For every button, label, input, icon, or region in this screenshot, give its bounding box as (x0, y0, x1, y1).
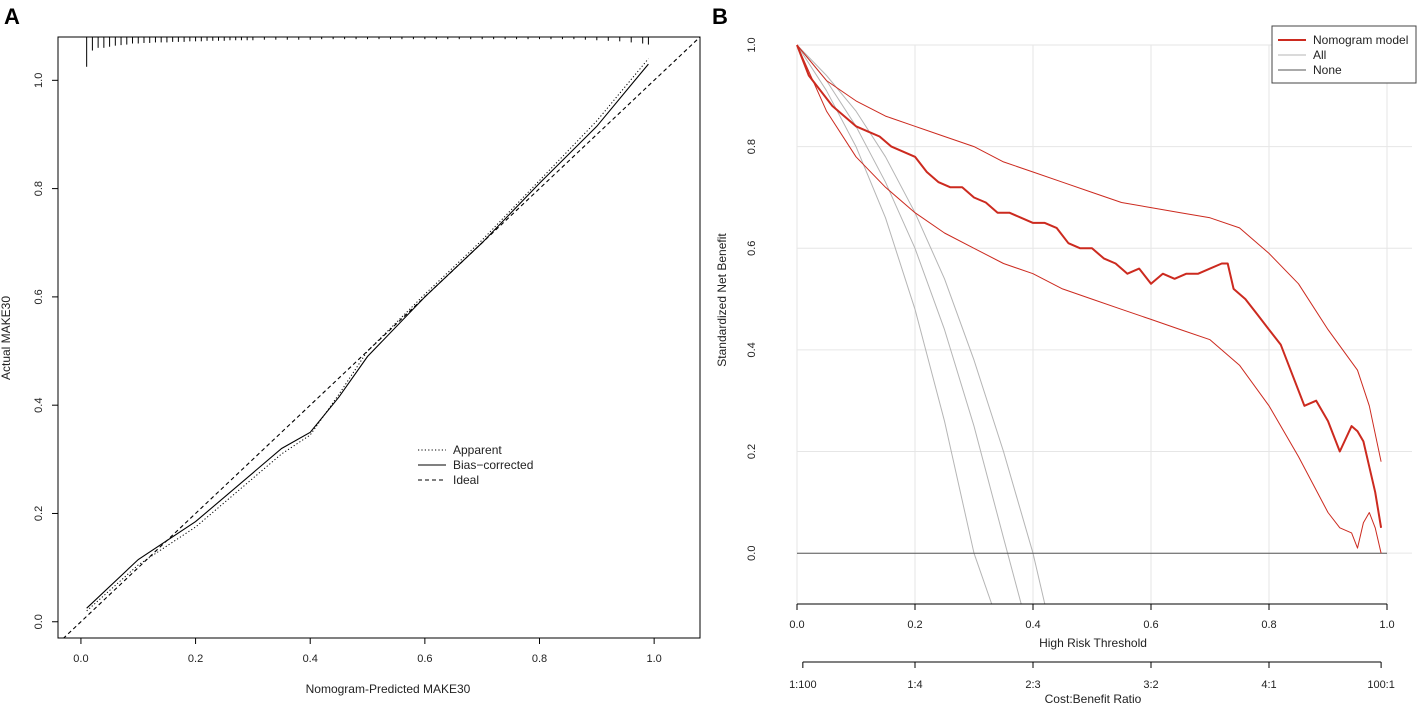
legend-label: Bias−corrected (453, 458, 533, 472)
y-tick-label: 0.4 (33, 398, 45, 413)
y-tick-label: 0.0 (33, 614, 45, 629)
x-tick-label: 0.8 (1261, 619, 1276, 631)
y-tick-label: 0.4 (746, 342, 758, 357)
grid (796, 44, 1412, 604)
series-line-ideal (62, 37, 700, 638)
secondary-x-tick-label: 2:3 (1025, 679, 1040, 691)
x-axis-title: Nomogram-Predicted MAKE30 (306, 682, 471, 696)
y-tick-label: 0.2 (746, 444, 758, 459)
x-tick-label: 0.6 (1143, 619, 1158, 631)
secondary-x-axis: 1:100 1:4 2:3 3:2 4:1 100:1 (789, 661, 1395, 691)
secondary-x-axis-title: Cost:Benefit Ratio (1045, 692, 1142, 704)
legend-label: All (1313, 48, 1326, 62)
y-tick-label: 0.6 (33, 289, 45, 304)
y-axis-title: Actual MAKE30 (0, 296, 13, 380)
secondary-x-tick-label: 100:1 (1367, 679, 1395, 691)
series-line-all (796, 44, 993, 604)
x-tick-label: 0.8 (532, 653, 547, 665)
secondary-x-tick-label: 1:100 (789, 679, 817, 691)
series-line-nomogram-model (796, 44, 1383, 528)
y-axis: 0.0 0.2 0.4 0.6 0.8 1.0 (746, 37, 758, 560)
plot-frame (57, 36, 701, 639)
plot-series (796, 44, 1387, 604)
y-tick-label: 1.0 (746, 37, 758, 52)
series-line-apparent (86, 58, 649, 612)
series-line-all-upper-bound (796, 44, 1046, 604)
secondary-x-tick-label: 1:4 (907, 679, 922, 691)
x-tick-label: 1.0 (646, 653, 661, 665)
x-axis-title: High Risk Threshold (1039, 636, 1147, 650)
x-axis: 0.0 0.2 0.4 0.6 0.8 1.0 (73, 638, 662, 665)
x-tick-label: 1.0 (1379, 619, 1394, 631)
x-tick-label: 0.0 (789, 619, 804, 631)
y-tick-label: 0.8 (746, 139, 758, 154)
series-line-all-lower-bound (796, 44, 1022, 604)
series-line-bias-corrected (86, 63, 649, 609)
x-tick-label: 0.2 (188, 653, 203, 665)
legend-label: Ideal (453, 473, 479, 487)
rug-marks (86, 37, 649, 67)
decision-curve-plot: 0.0 0.2 0.4 0.6 0.8 1.0 0.0 0.2 0.4 0.6 0.8 1.0 1:… (715, 25, 1417, 704)
y-tick-label: 1.0 (33, 73, 45, 88)
x-tick-label: 0.6 (417, 653, 432, 665)
x-tick-label: 0.4 (303, 653, 318, 665)
y-axis: 0.0 0.2 0.4 0.6 0.8 1.0 (33, 73, 58, 629)
secondary-x-tick-label: 4:1 (1261, 679, 1276, 691)
y-tick-label: 0.2 (33, 506, 45, 521)
x-tick-label: 0.0 (73, 653, 88, 665)
panel-a-letter: A (4, 4, 20, 29)
y-axis-title: Standardized Net Benefit (715, 233, 729, 367)
x-tick-label: 0.4 (1025, 619, 1040, 631)
series-line-nomogram-model-lower (796, 44, 1382, 554)
legend-label: Apparent (453, 443, 502, 457)
secondary-x-tick-label: 3:2 (1143, 679, 1158, 691)
panel-b-letter: B (712, 4, 728, 29)
legend-label: None (1313, 63, 1342, 77)
x-tick-label: 0.2 (907, 619, 922, 631)
calibration-plot: 0.0 0.2 0.4 0.6 0.8 1.0 0.0 0.2 0.4 0.6 0.8 1.0 No… (0, 36, 701, 696)
y-tick-label: 0.8 (33, 181, 45, 196)
legend-label: Nomogram model (1313, 33, 1408, 47)
y-tick-label: 0.0 (746, 546, 758, 561)
series-line-nomogram-model-upper (796, 44, 1382, 462)
plot-series (62, 37, 700, 638)
y-tick-label: 0.6 (746, 241, 758, 256)
x-axis: 0.0 0.2 0.4 0.6 0.8 1.0 (789, 603, 1395, 631)
